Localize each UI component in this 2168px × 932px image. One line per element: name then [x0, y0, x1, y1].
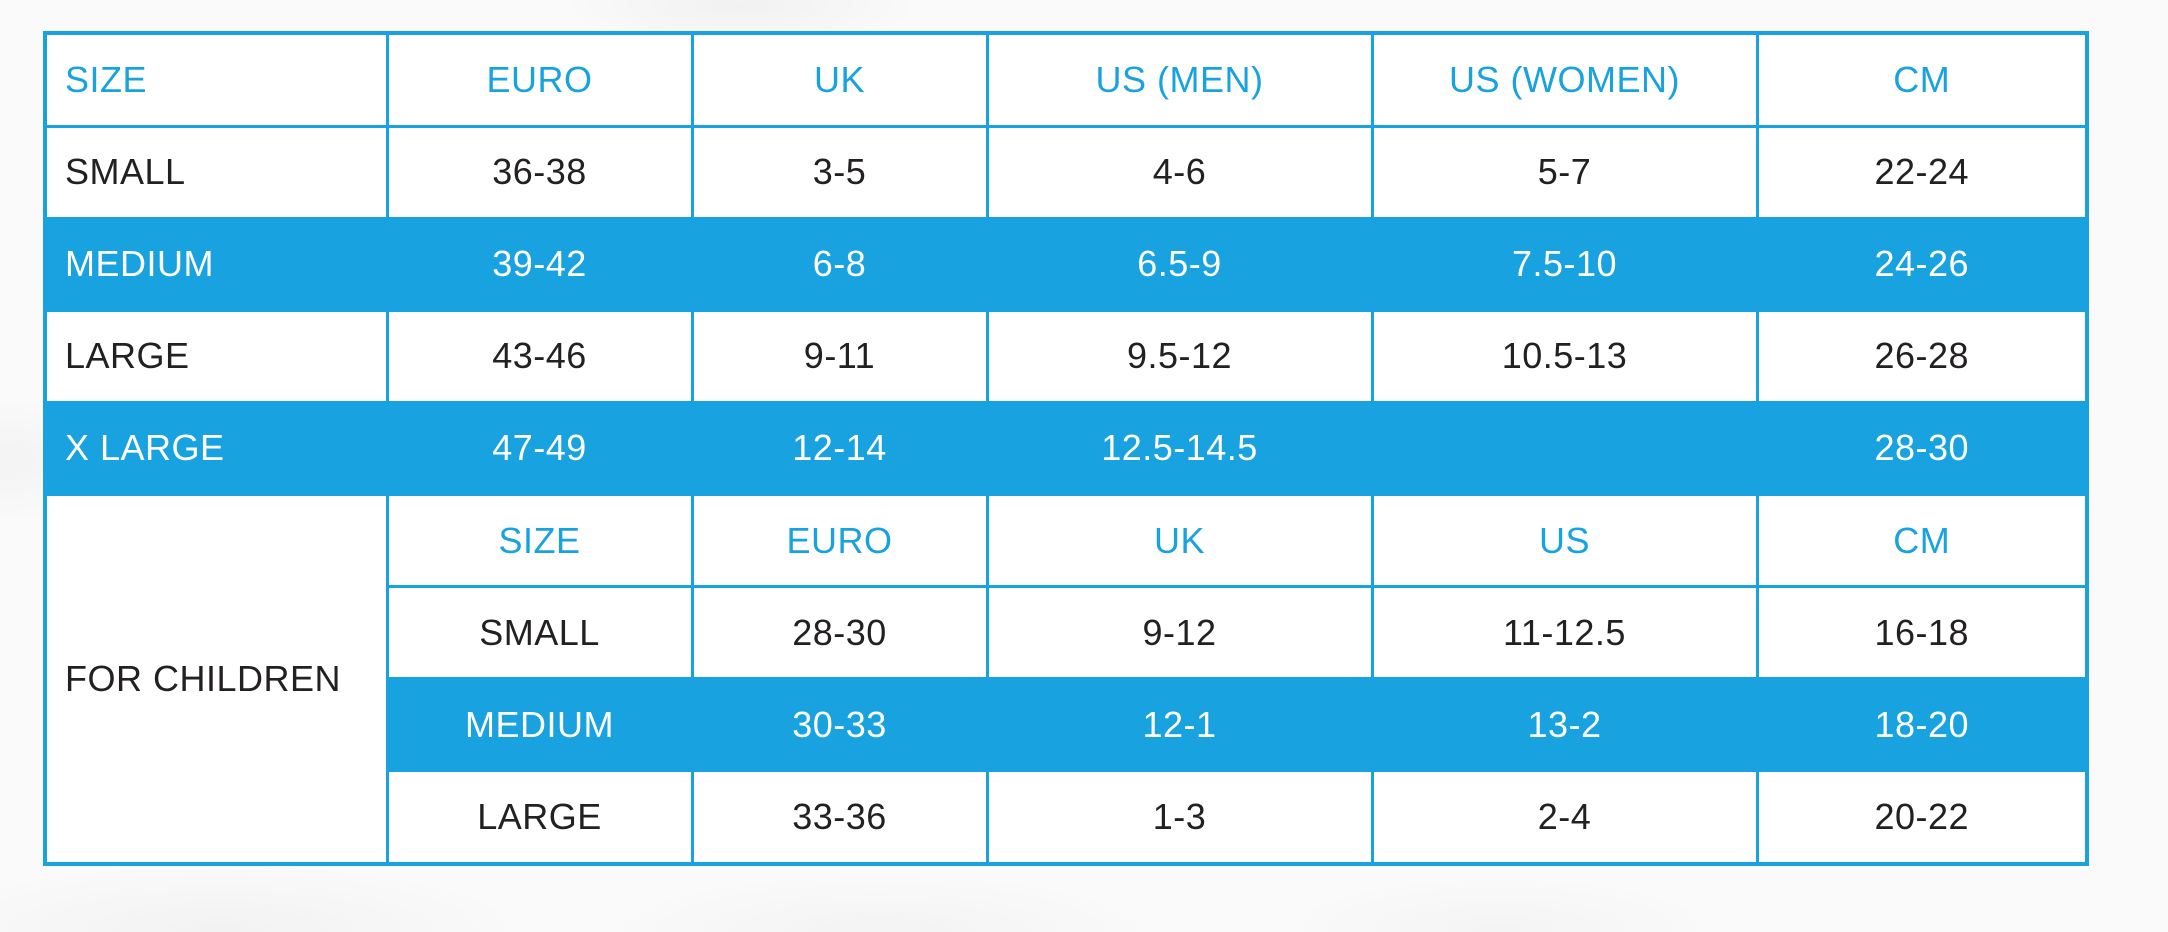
children-row-small: SMALL 28-30 9-12 11-12.5 16-18 — [45, 585, 2089, 681]
size-label-cell: X LARGE — [43, 400, 389, 497]
children-row-large: LARGE 33-36 1-3 2-4 20-22 — [45, 769, 2089, 866]
value-cell: 4-6 — [985, 124, 1374, 220]
value-cell: 13-2 — [1370, 677, 1759, 773]
adult-header-cm: CM — [1755, 31, 2089, 128]
children-header-cm: CM — [1755, 492, 2089, 589]
table-row-medium-highlighted: MEDIUM 39-42 6-8 6.5-9 7.5-10 24-26 — [43, 216, 2089, 312]
children-header-euro: EURO — [690, 492, 989, 589]
value-cell-empty — [1370, 400, 1759, 497]
adult-header-row: SIZE EURO UK US (MEN) US (WOMEN) CM — [43, 31, 2089, 128]
value-cell: 10.5-13 — [1370, 308, 1759, 404]
value-cell: 9-12 — [985, 585, 1374, 681]
value-cell: 33-36 — [690, 769, 989, 866]
value-cell: 20-22 — [1755, 769, 2089, 866]
size-label-cell: MEDIUM — [43, 216, 389, 312]
children-group-cell: FOR CHILDREN — [43, 493, 389, 866]
value-cell: 9-11 — [690, 308, 989, 404]
value-cell: 9.5-12 — [985, 308, 1374, 404]
value-cell: 24-26 — [1755, 216, 2089, 312]
value-cell: 43-46 — [385, 308, 694, 404]
children-header-row: FOR CHILDREN SIZE EURO UK US CM — [43, 492, 2089, 866]
table-row-xlarge-highlighted: X LARGE 47-49 12-14 12.5-14.5 28-30 — [43, 400, 2089, 497]
value-cell: 39-42 — [385, 216, 694, 312]
children-header-us: US — [1370, 492, 1759, 589]
size-conversion-table: SIZE EURO UK US (MEN) US (WOMEN) CM SMAL… — [43, 31, 2089, 866]
adult-header-euro: EURO — [385, 31, 694, 128]
value-cell: 6-8 — [690, 216, 989, 312]
adult-header-size: SIZE — [43, 31, 389, 128]
table-row-small: SMALL 36-38 3-5 4-6 5-7 22-24 — [43, 124, 2089, 220]
adult-header-us-women: US (WOMEN) — [1370, 31, 1759, 128]
table-row-large: LARGE 43-46 9-11 9.5-12 10.5-13 26-28 — [43, 308, 2089, 404]
size-label-cell: SMALL — [385, 585, 694, 681]
value-cell: 26-28 — [1755, 308, 2089, 404]
value-cell: 22-24 — [1755, 124, 2089, 220]
children-header-uk: UK — [985, 492, 1374, 589]
value-cell: 11-12.5 — [1370, 585, 1759, 681]
size-label-cell: LARGE — [385, 769, 694, 866]
value-cell: 28-30 — [1755, 400, 2089, 497]
value-cell: 12-14 — [690, 400, 989, 497]
value-cell: 5-7 — [1370, 124, 1759, 220]
size-label-cell: SMALL — [43, 124, 389, 220]
value-cell: 2-4 — [1370, 769, 1759, 866]
value-cell: 16-18 — [1755, 585, 2089, 681]
value-cell: 1-3 — [985, 769, 1374, 866]
value-cell: 12-1 — [985, 677, 1374, 773]
value-cell: 28-30 — [690, 585, 989, 681]
value-cell: 30-33 — [690, 677, 989, 773]
children-header-size: SIZE — [385, 492, 694, 589]
adult-header-uk: UK — [690, 31, 989, 128]
value-cell: 12.5-14.5 — [985, 400, 1374, 497]
size-label-cell: LARGE — [43, 308, 389, 404]
value-cell: 47-49 — [385, 400, 694, 497]
adult-header-us-men: US (MEN) — [985, 31, 1374, 128]
value-cell: 7.5-10 — [1370, 216, 1759, 312]
children-row-medium-highlighted: MEDIUM 30-33 12-1 13-2 18-20 — [45, 677, 2089, 773]
value-cell: 3-5 — [690, 124, 989, 220]
value-cell: 18-20 — [1755, 677, 2089, 773]
value-cell: 36-38 — [385, 124, 694, 220]
value-cell: 6.5-9 — [985, 216, 1374, 312]
size-label-cell: MEDIUM — [385, 677, 694, 773]
